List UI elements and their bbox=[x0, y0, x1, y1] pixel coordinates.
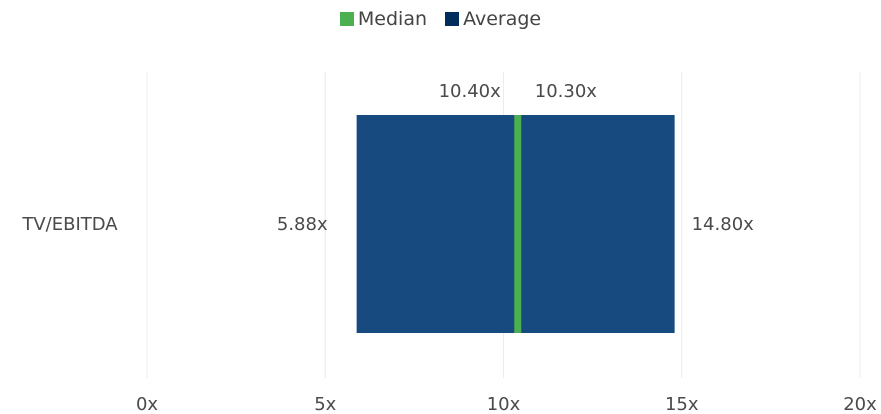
data-label-average: 10.30x bbox=[535, 81, 598, 102]
x-tick-label-10: 10x bbox=[487, 394, 521, 414]
chart-marks bbox=[356, 115, 675, 333]
data-label-low: 5.88x bbox=[277, 214, 328, 235]
legend-swatch-average bbox=[445, 12, 460, 26]
median-marker bbox=[514, 115, 522, 333]
chart-legend: Median Average bbox=[0, 8, 881, 30]
chart-labels: 0x 5x 10x 15x 20x TV/EBITDA 5.88x 14.80x 10.40x 1… bbox=[21, 81, 877, 414]
category-label-tv-ebitda: TV/EBITDA bbox=[21, 214, 118, 235]
legend-swatch-median bbox=[339, 12, 354, 26]
x-tick-label-15: 15x bbox=[665, 394, 699, 414]
legend-item-average: Average bbox=[445, 8, 541, 30]
x-tick-label-5: 5x bbox=[314, 394, 336, 414]
x-tick-label-0: 0x bbox=[136, 394, 158, 414]
legend-item-median: Median bbox=[339, 8, 428, 30]
data-label-high: 14.80x bbox=[692, 214, 755, 235]
data-label-median: 10.40x bbox=[439, 81, 502, 102]
legend-label-median: Median bbox=[357, 8, 428, 30]
x-tick-label-20: 20x bbox=[843, 394, 877, 414]
legend-label-average: Average bbox=[463, 8, 542, 30]
